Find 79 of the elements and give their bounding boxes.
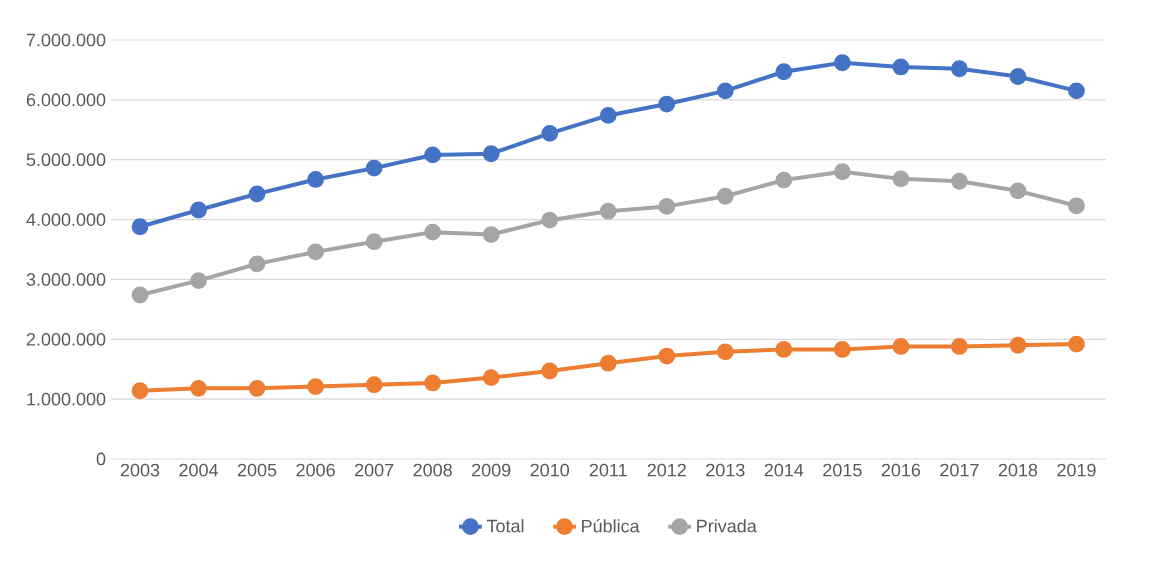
point — [424, 146, 442, 164]
x-tick-label: 2005 — [237, 463, 277, 477]
point — [951, 172, 968, 190]
x-tick-label: 2009 — [472, 463, 511, 477]
y-tick-label: 5.000.000 — [26, 153, 106, 167]
point — [248, 255, 266, 273]
x-tick-label: 2019 — [1057, 463, 1096, 477]
point — [599, 202, 617, 220]
legend-label: Pública — [582, 519, 640, 533]
point — [892, 58, 910, 76]
point — [892, 338, 910, 355]
point — [775, 171, 793, 189]
legend-label: Privada — [697, 519, 757, 533]
point — [658, 95, 676, 113]
y-tick-label: 1.000.000 — [27, 392, 106, 406]
x-tick-label: 2003 — [120, 463, 160, 477]
point — [599, 354, 617, 372]
point — [833, 163, 851, 181]
point — [541, 362, 559, 380]
point — [482, 145, 500, 163]
point — [1009, 68, 1027, 85]
point — [599, 107, 617, 124]
point — [190, 379, 207, 397]
point — [307, 243, 324, 261]
point — [190, 272, 207, 290]
point — [190, 201, 207, 219]
point — [424, 223, 442, 241]
point — [658, 198, 676, 215]
point — [482, 226, 500, 243]
point — [482, 369, 500, 386]
point — [424, 374, 442, 392]
point — [541, 124, 559, 142]
point — [1068, 335, 1085, 353]
point — [716, 343, 734, 361]
y-tick-label: 6.000.000 — [26, 93, 106, 107]
point — [541, 211, 559, 229]
x-tick-label: 2015 — [823, 463, 862, 477]
point — [307, 171, 324, 188]
x-tick-label: 2007 — [355, 463, 394, 477]
point — [131, 382, 149, 400]
point — [775, 341, 793, 358]
x-tick-label: 2004 — [179, 463, 219, 477]
x-tick-label: 2016 — [881, 463, 921, 477]
point — [131, 286, 149, 304]
point — [1068, 82, 1085, 100]
x-tick-label: 2006 — [296, 463, 335, 477]
point — [365, 159, 383, 177]
y-tick-label: 7.000.000 — [26, 33, 106, 47]
x-tick-label: 2012 — [647, 463, 686, 477]
point — [716, 187, 734, 205]
point — [248, 379, 266, 397]
legend-label: Total — [486, 519, 524, 533]
point — [248, 185, 266, 203]
x-tick-label: 2017 — [940, 463, 979, 477]
point — [658, 347, 676, 365]
point — [775, 63, 793, 81]
x-tick-label: 2014 — [764, 463, 804, 477]
point — [833, 54, 851, 72]
x-tick-label: 2013 — [706, 463, 745, 477]
y-tick-label: 3.000.000 — [26, 273, 106, 286]
point — [1009, 182, 1027, 200]
point — [1068, 197, 1085, 215]
point — [131, 218, 149, 236]
point — [892, 170, 910, 188]
x-tick-label: 2008 — [413, 463, 452, 477]
y-tick-label: 2.000.000 — [26, 332, 106, 346]
y-tick-label: 4.000.000 — [26, 213, 106, 226]
point — [307, 378, 324, 395]
x-tick-label: 2018 — [998, 463, 1038, 477]
point — [1009, 336, 1027, 354]
y-tick-label: 0 — [96, 452, 106, 466]
point — [365, 233, 383, 251]
x-tick-label: 2011 — [589, 463, 627, 477]
point — [951, 60, 968, 78]
x-tick-label: 2010 — [530, 463, 570, 477]
point — [365, 376, 383, 394]
point — [951, 338, 968, 355]
point — [716, 82, 734, 100]
point — [833, 341, 851, 358]
